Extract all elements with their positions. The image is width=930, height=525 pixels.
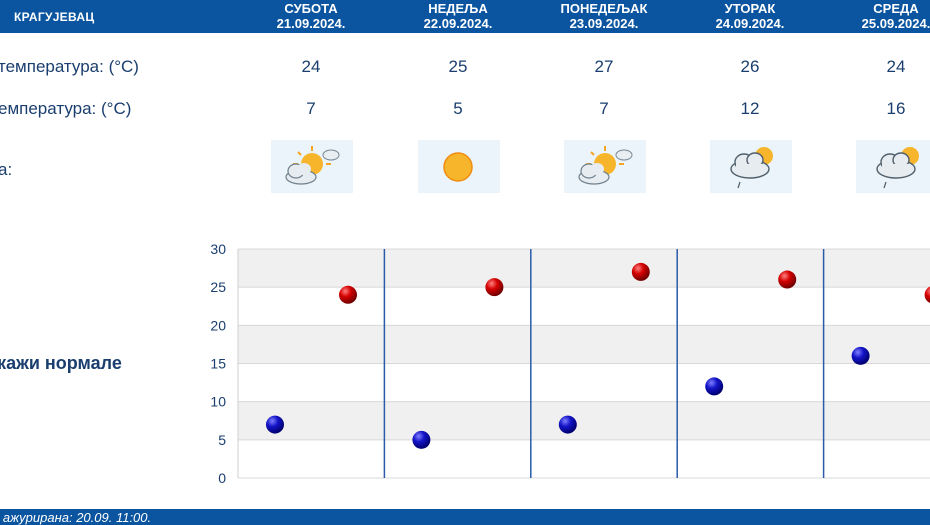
- sun-cloud-icon: [271, 140, 353, 193]
- grid-band: [238, 249, 930, 288]
- max-temp-value: 24: [301, 57, 321, 76]
- header-bar: КРАГУЈЕВАЦ СУБОТА 21.09.2024. НЕДЕЉА 22.…: [0, 0, 930, 33]
- day-header-3: ПОНЕДЕЉАК 23.09.2024.: [534, 1, 674, 31]
- day-name: СРЕДА: [873, 1, 919, 16]
- day-date: 22.09.2024.: [423, 16, 493, 31]
- y-tick-label: 15: [210, 356, 226, 372]
- min-temp-value: 5: [453, 99, 463, 118]
- day-header-5: СРЕДА 25.09.2024.: [826, 1, 930, 31]
- y-tick-label: 5: [218, 432, 226, 448]
- min-temp-marker: [558, 415, 577, 434]
- y-tick-label: 10: [210, 394, 226, 410]
- min-temp-marker: [851, 346, 870, 365]
- day-date: 23.09.2024.: [569, 16, 639, 31]
- city-name: КРАГУЈЕВАЦ: [14, 10, 95, 24]
- max-temp-marker: [631, 262, 650, 281]
- max-temp-value: 24: [886, 57, 906, 76]
- max-temp-marker: [924, 286, 930, 304]
- grid-band: [238, 325, 930, 364]
- footer-bar: а ажурирана: 20.09. 11:00.: [0, 509, 930, 525]
- y-tick-label: 0: [218, 470, 226, 486]
- updated-text: а ажурирана: 20.09. 11:00.: [0, 510, 152, 525]
- min-temp-value: 16: [886, 99, 906, 118]
- day-name: ПОНЕДЕЉАК: [560, 1, 648, 16]
- sun-icon: [418, 140, 500, 193]
- day-header-1: СУБОТА 21.09.2024.: [241, 1, 381, 31]
- temperature-chart: 0 5 10 15 20 25 30: [210, 241, 930, 486]
- y-tick-label: 30: [210, 241, 226, 257]
- day-header-2: НЕДЕЉА 22.09.2024.: [388, 1, 528, 31]
- min-temp-value: 12: [740, 99, 760, 118]
- day-date: 24.09.2024.: [715, 16, 785, 31]
- day-name: УТОРАК: [724, 1, 776, 16]
- day-date: 21.09.2024.: [276, 16, 346, 31]
- grid-band: [238, 401, 930, 440]
- weather-label: а:: [0, 160, 13, 179]
- day-name: СУБОТА: [284, 1, 338, 16]
- min-temp-label: емпература: (°C): [0, 99, 132, 118]
- day-name: НЕДЕЉА: [428, 1, 488, 16]
- max-temp-marker: [339, 285, 357, 304]
- y-tick-label: 20: [210, 317, 226, 333]
- min-temp-marker: [266, 415, 284, 434]
- sun-cloud-icon: [564, 140, 646, 193]
- show-normals-link[interactable]: икажи нормале: [0, 353, 122, 373]
- min-temp-value: 7: [599, 99, 609, 118]
- min-temp-marker: [412, 430, 431, 449]
- max-temp-marker: [778, 270, 797, 289]
- y-tick-label: 25: [210, 279, 226, 295]
- cloud-rain-sun-icon: [856, 140, 930, 193]
- day-date: 25.09.2024.: [861, 16, 930, 31]
- min-temp-marker: [705, 377, 724, 396]
- max-temp-value: 25: [448, 57, 468, 76]
- max-temp-value: 26: [740, 57, 760, 76]
- cloud-rain-sun-icon: [710, 140, 792, 193]
- min-temp-value: 7: [306, 99, 316, 118]
- max-temp-value: 27: [594, 57, 614, 76]
- max-temp-label: температура: (°C): [0, 57, 139, 76]
- day-header-4: УТОРАК 24.09.2024.: [680, 1, 820, 31]
- max-temp-marker: [485, 278, 504, 297]
